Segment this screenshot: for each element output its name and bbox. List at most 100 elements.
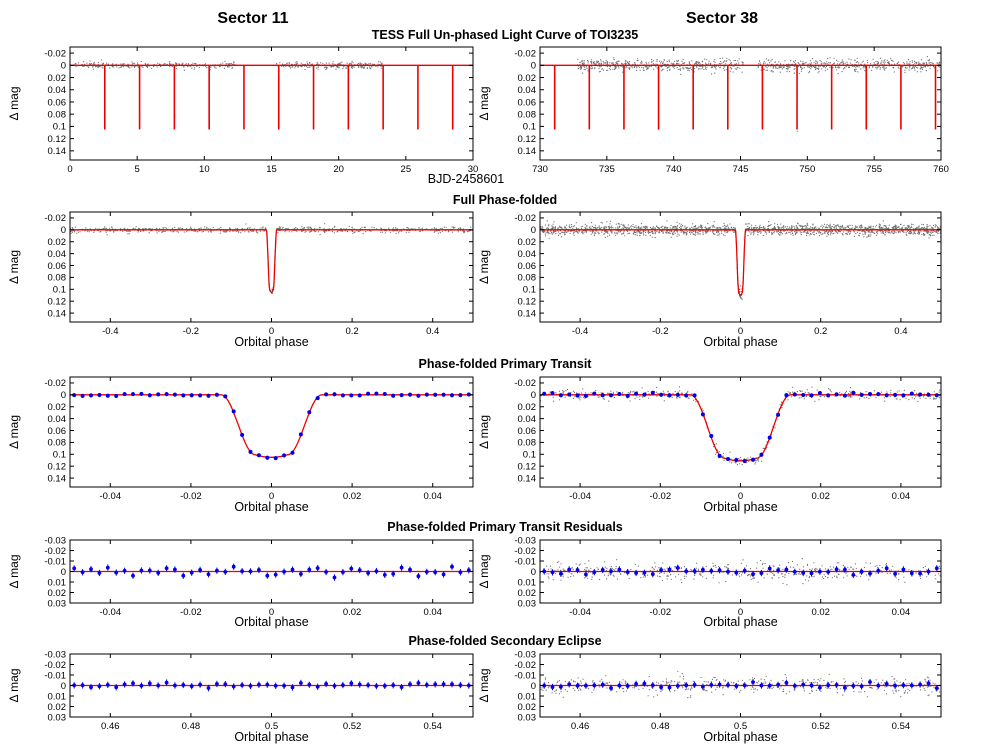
raw-points	[539, 220, 942, 300]
data-point	[647, 67, 649, 69]
data-point	[835, 225, 837, 227]
data-point	[142, 228, 144, 230]
data-point	[646, 227, 649, 229]
data-point	[806, 224, 808, 226]
data-point	[694, 233, 696, 235]
data-point	[639, 396, 641, 398]
data-point	[712, 224, 715, 226]
data-point	[730, 67, 732, 69]
data-point	[564, 396, 566, 398]
data-point	[762, 62, 765, 64]
data-point	[814, 234, 816, 236]
data-point	[828, 388, 830, 390]
data-point	[295, 65, 297, 68]
y-tick-label: 0.04	[518, 249, 537, 260]
data-point	[356, 230, 358, 232]
data-point	[283, 66, 285, 68]
data-point	[923, 232, 925, 235]
data-point	[583, 231, 585, 233]
data-point	[99, 231, 101, 233]
data-point	[899, 231, 902, 233]
data-point	[105, 227, 107, 229]
data-point	[711, 225, 713, 227]
data-point	[914, 69, 916, 71]
data-point	[694, 230, 697, 233]
data-point	[721, 62, 723, 64]
data-point	[831, 226, 833, 228]
y-tick-label: 0	[61, 390, 66, 401]
data-point	[913, 66, 915, 68]
data-point	[614, 232, 616, 234]
data-point	[904, 227, 906, 229]
data-point	[618, 231, 620, 233]
data-point	[879, 57, 882, 59]
data-point	[861, 61, 863, 63]
data-point	[170, 63, 172, 65]
data-point	[679, 67, 681, 69]
data-point	[883, 232, 885, 234]
data-point	[729, 223, 731, 225]
data-point	[542, 231, 545, 234]
data-point	[855, 68, 857, 70]
data-point	[800, 224, 802, 227]
data-point	[186, 231, 188, 233]
data-point	[809, 234, 811, 236]
x-tick-label: 5	[135, 164, 140, 175]
data-point	[840, 225, 842, 227]
data-point	[923, 227, 926, 229]
data-point	[358, 66, 360, 68]
data-point	[572, 233, 574, 235]
data-point	[730, 462, 733, 464]
data-point	[441, 230, 443, 232]
data-point	[656, 60, 658, 62]
data-point	[828, 226, 830, 228]
data-point	[734, 63, 736, 65]
data-point	[844, 67, 846, 69]
data-point	[156, 66, 158, 68]
data-point	[789, 226, 791, 228]
data-point	[695, 401, 697, 403]
data-point	[682, 62, 684, 64]
binned-point	[231, 409, 236, 414]
data-point	[667, 227, 669, 229]
data-point	[688, 70, 690, 72]
data-point	[79, 231, 81, 233]
data-point	[586, 67, 588, 69]
data-point	[693, 71, 695, 73]
data-point	[879, 67, 882, 69]
data-point	[653, 60, 655, 62]
binned-point	[684, 393, 689, 398]
data-point	[805, 226, 808, 228]
data-point	[547, 230, 549, 232]
data-point	[826, 230, 828, 232]
data-point	[898, 230, 901, 232]
data-point	[701, 225, 703, 227]
data-point	[584, 226, 586, 228]
data-point	[915, 227, 917, 229]
data-point	[651, 236, 653, 238]
data-point	[800, 234, 802, 236]
x-tick-label: -0.4	[572, 326, 588, 337]
data-point	[291, 231, 293, 233]
data-point	[143, 230, 145, 232]
model-curve	[540, 229, 941, 296]
column-title-sector-11: Sector 11	[217, 10, 288, 27]
data-point	[76, 232, 78, 234]
binned-point	[583, 393, 588, 398]
binned-point	[759, 452, 764, 457]
binned-point	[876, 392, 881, 397]
binned-point	[717, 453, 722, 458]
data-point	[713, 233, 715, 235]
data-point	[560, 233, 562, 235]
data-point	[711, 73, 713, 75]
data-point	[826, 223, 828, 226]
data-point	[708, 227, 711, 229]
data-point	[923, 65, 925, 67]
x-axis-label: Orbital phase	[234, 500, 308, 514]
data-point	[200, 227, 202, 229]
data-point	[712, 230, 714, 232]
data-point	[915, 61, 917, 64]
data-point	[849, 396, 852, 398]
data-point	[855, 233, 857, 235]
data-point	[611, 230, 613, 232]
